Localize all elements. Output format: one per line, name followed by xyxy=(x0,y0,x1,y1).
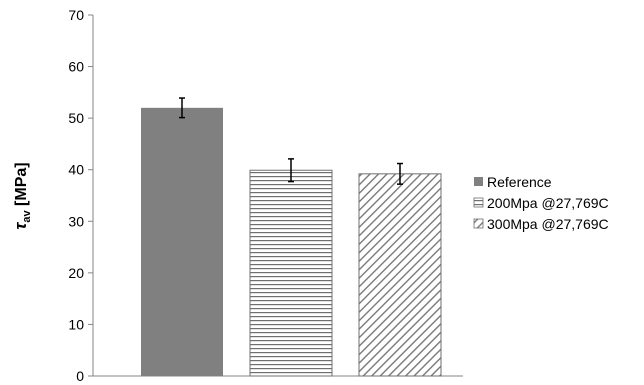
legend-label-reference: Reference xyxy=(487,174,552,190)
bar-300mpa xyxy=(358,173,442,377)
legend-swatch-300mpa xyxy=(473,218,484,229)
y-axis-title-unit: [MPa] xyxy=(13,162,30,210)
error-bar xyxy=(179,97,185,119)
y-tick-label: 10 xyxy=(68,316,84,332)
legend: Reference 200Mpa @27,769C 300Mpa @27,769… xyxy=(473,174,609,232)
error-bar xyxy=(288,158,294,183)
bar-reference xyxy=(141,107,223,376)
y-tick-label: 50 xyxy=(68,110,84,126)
y-tick-label: 30 xyxy=(68,213,84,229)
bar-200mpa xyxy=(249,169,333,377)
bars-group xyxy=(141,107,442,377)
y-tick-label: 20 xyxy=(68,265,84,281)
y-tick-label: 70 xyxy=(68,7,84,23)
legend-swatch-reference xyxy=(474,177,483,186)
legend-swatch-200mpa xyxy=(473,197,484,208)
y-tick-label: 40 xyxy=(68,162,84,178)
legend-label-200mpa: 200Mpa @27,769C xyxy=(487,195,609,211)
error-bar xyxy=(397,162,403,185)
y-axis-title-symbol: τ xyxy=(11,222,30,230)
y-axis-ticks: 0 10 20 30 40 50 60 70 xyxy=(68,7,93,384)
legend-label-300mpa: 300Mpa @27,769C xyxy=(487,216,609,232)
y-axis-title-subscript: av xyxy=(21,210,33,223)
y-axis-title: τav [MPa] xyxy=(11,162,33,229)
y-tick-label: 0 xyxy=(76,368,84,384)
y-tick-label: 60 xyxy=(68,59,84,75)
error-bars-group xyxy=(179,97,403,185)
